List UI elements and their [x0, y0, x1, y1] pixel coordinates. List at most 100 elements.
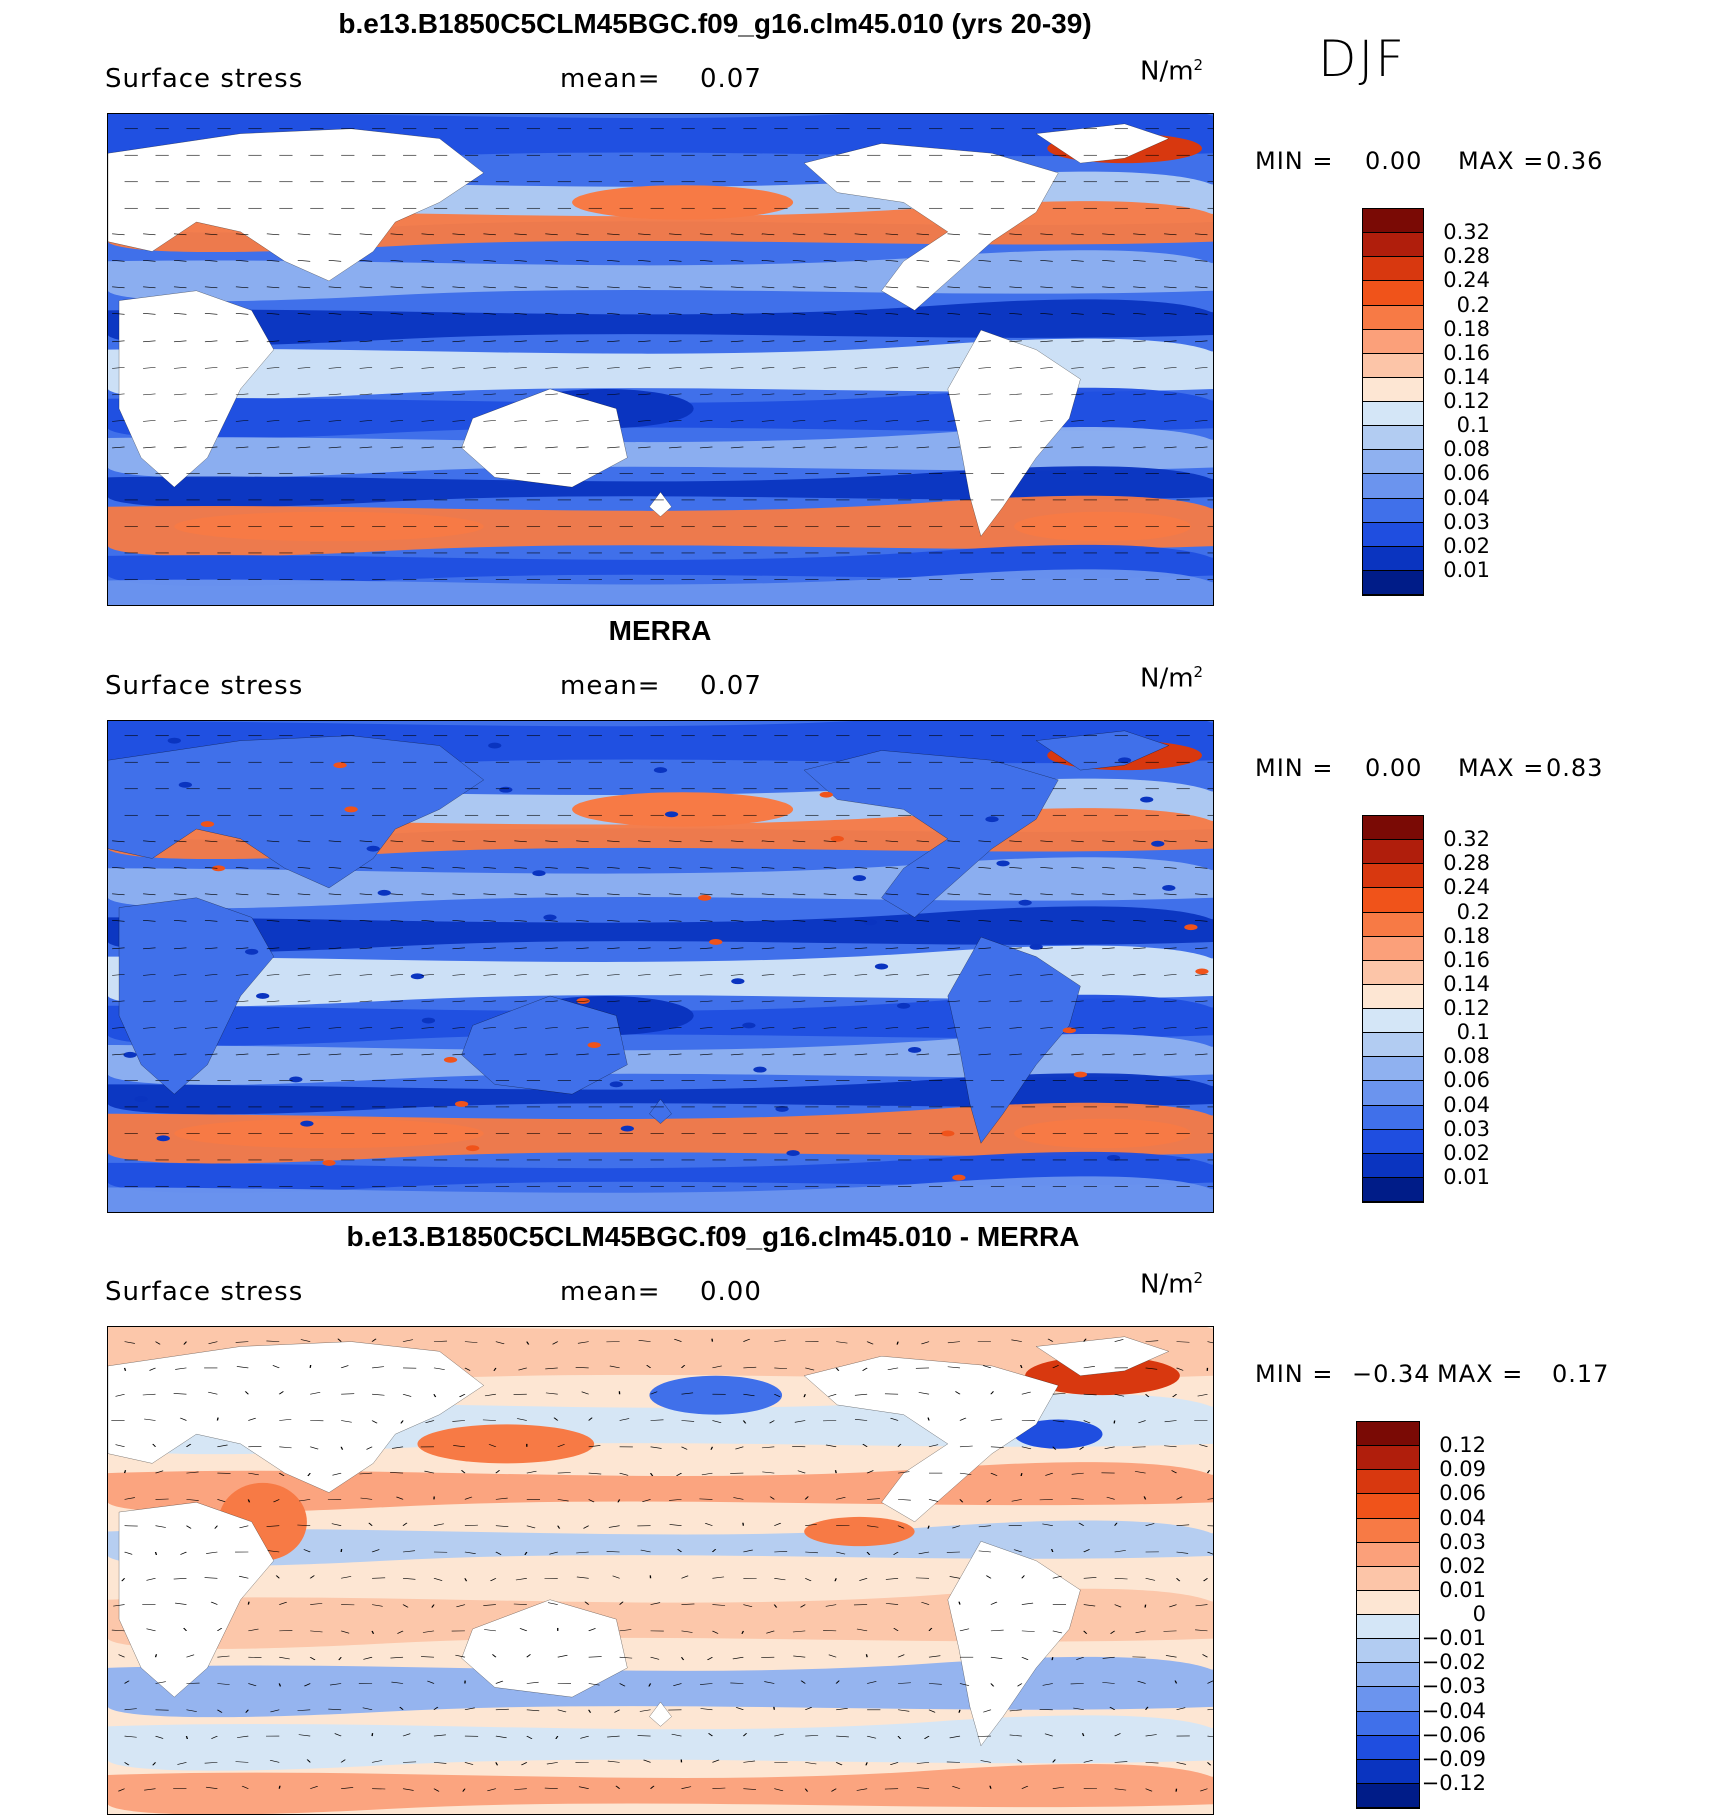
stress-vector — [205, 1786, 218, 1789]
stress-vector — [676, 1472, 683, 1476]
stress-vector — [1078, 1522, 1085, 1526]
stress-vector — [421, 420, 435, 422]
stress-vector — [111, 393, 125, 396]
stress-vector — [761, 446, 775, 449]
stress-vector — [390, 974, 404, 976]
colorbar-tick-label: 0.28 — [1443, 244, 1490, 269]
stress-vector — [1194, 286, 1208, 289]
stress-vector — [1102, 367, 1115, 369]
colorbar-tick-label: −0.03 — [1421, 1674, 1486, 1699]
stress-vector — [495, 1497, 508, 1500]
stress-vector — [452, 840, 466, 843]
stress-vector — [1083, 1577, 1097, 1579]
stress-vector — [668, 893, 682, 896]
stress-vector — [452, 1000, 466, 1003]
stress-vector — [761, 313, 775, 315]
panel-1-mean-label: mean= — [560, 64, 661, 94]
stress-vector — [947, 974, 961, 976]
stress-vector — [792, 313, 806, 315]
stress-vector — [328, 367, 342, 369]
stress-vector — [854, 340, 868, 343]
stress-vector — [1009, 1053, 1022, 1056]
stress-vector — [774, 1578, 786, 1581]
continent-outline — [108, 1342, 484, 1493]
stress-vector — [774, 1733, 784, 1737]
stress-vector — [235, 974, 249, 976]
stress-vector — [1102, 1682, 1115, 1684]
stress-vector — [1102, 1027, 1115, 1029]
stress-vector — [885, 367, 899, 369]
stress-vector — [204, 340, 218, 343]
stress-vector — [1114, 1522, 1118, 1526]
stress-vector — [241, 1785, 249, 1789]
stress-vector — [1040, 420, 1053, 422]
stress-maximum — [417, 1424, 595, 1464]
stress-vector — [270, 1709, 280, 1713]
stress-vector — [1137, 1420, 1146, 1424]
stress-vector — [1163, 340, 1177, 343]
stress-vector — [792, 893, 806, 896]
stress-vector — [1075, 1656, 1085, 1660]
stress-vector — [495, 1341, 505, 1345]
stress-vector — [637, 867, 651, 869]
stress-vector — [699, 867, 713, 869]
stress-vector — [371, 1366, 385, 1369]
stress-vector — [526, 1341, 530, 1345]
stress-vector — [142, 367, 156, 369]
stress-vector — [774, 1339, 786, 1342]
stress-vector — [761, 340, 775, 343]
stress-vector — [359, 367, 373, 369]
stress-vector — [773, 1394, 781, 1398]
stress-vector — [545, 233, 558, 236]
panel-1-map — [107, 113, 1214, 606]
stress-vector — [1102, 1000, 1115, 1003]
stress-vector — [297, 367, 311, 369]
stress-vector — [866, 1525, 879, 1528]
continent-outline — [649, 1099, 671, 1124]
colorbar-swatch — [1363, 402, 1423, 427]
stress-vector — [761, 286, 775, 289]
stress-vector — [179, 1551, 187, 1555]
land-speckle — [421, 1017, 436, 1024]
stress-vector — [1133, 947, 1146, 950]
stress-vector — [823, 340, 837, 343]
stress-vector — [402, 1578, 416, 1580]
stress-vector — [928, 1709, 936, 1713]
stress-vector — [545, 920, 558, 922]
stress-vector — [115, 1444, 125, 1448]
stress-vector — [1040, 286, 1053, 289]
stress-vector — [421, 920, 435, 922]
stress-vector — [111, 446, 125, 449]
stress-vector — [668, 367, 682, 369]
colorbar-swatch — [1363, 546, 1423, 571]
stress-vector — [916, 1000, 930, 1003]
stress-vector — [773, 1604, 778, 1608]
colorbar-swatch — [1357, 1518, 1419, 1543]
stress-vector — [885, 1000, 899, 1003]
stress-vector — [978, 260, 992, 262]
colorbar-swatch — [1363, 984, 1423, 1009]
stress-vector — [173, 420, 187, 422]
stress-vector — [854, 286, 868, 289]
stress-vector — [1083, 1630, 1088, 1634]
stress-vector — [235, 1053, 249, 1056]
stress-vector — [204, 446, 218, 449]
stress-contour-band — [108, 569, 1213, 605]
stress-vector — [329, 1683, 342, 1686]
stress-vector — [328, 446, 342, 449]
stress-vector — [928, 1499, 939, 1502]
stress-vector — [730, 286, 744, 289]
colorbar-swatch — [1357, 1711, 1419, 1736]
land-speckle — [587, 1042, 601, 1049]
stress-vector — [794, 1420, 806, 1423]
stress-vector — [340, 1576, 352, 1579]
stress-vector — [1176, 1341, 1190, 1343]
stress-vector — [390, 367, 404, 369]
stress-vector — [823, 313, 837, 315]
stress-vector — [885, 340, 899, 343]
stress-vector — [235, 367, 249, 369]
stress-vector — [390, 840, 404, 843]
stress-vector — [588, 1417, 593, 1421]
stress-vector — [885, 893, 899, 896]
stress-vector — [584, 1601, 590, 1605]
